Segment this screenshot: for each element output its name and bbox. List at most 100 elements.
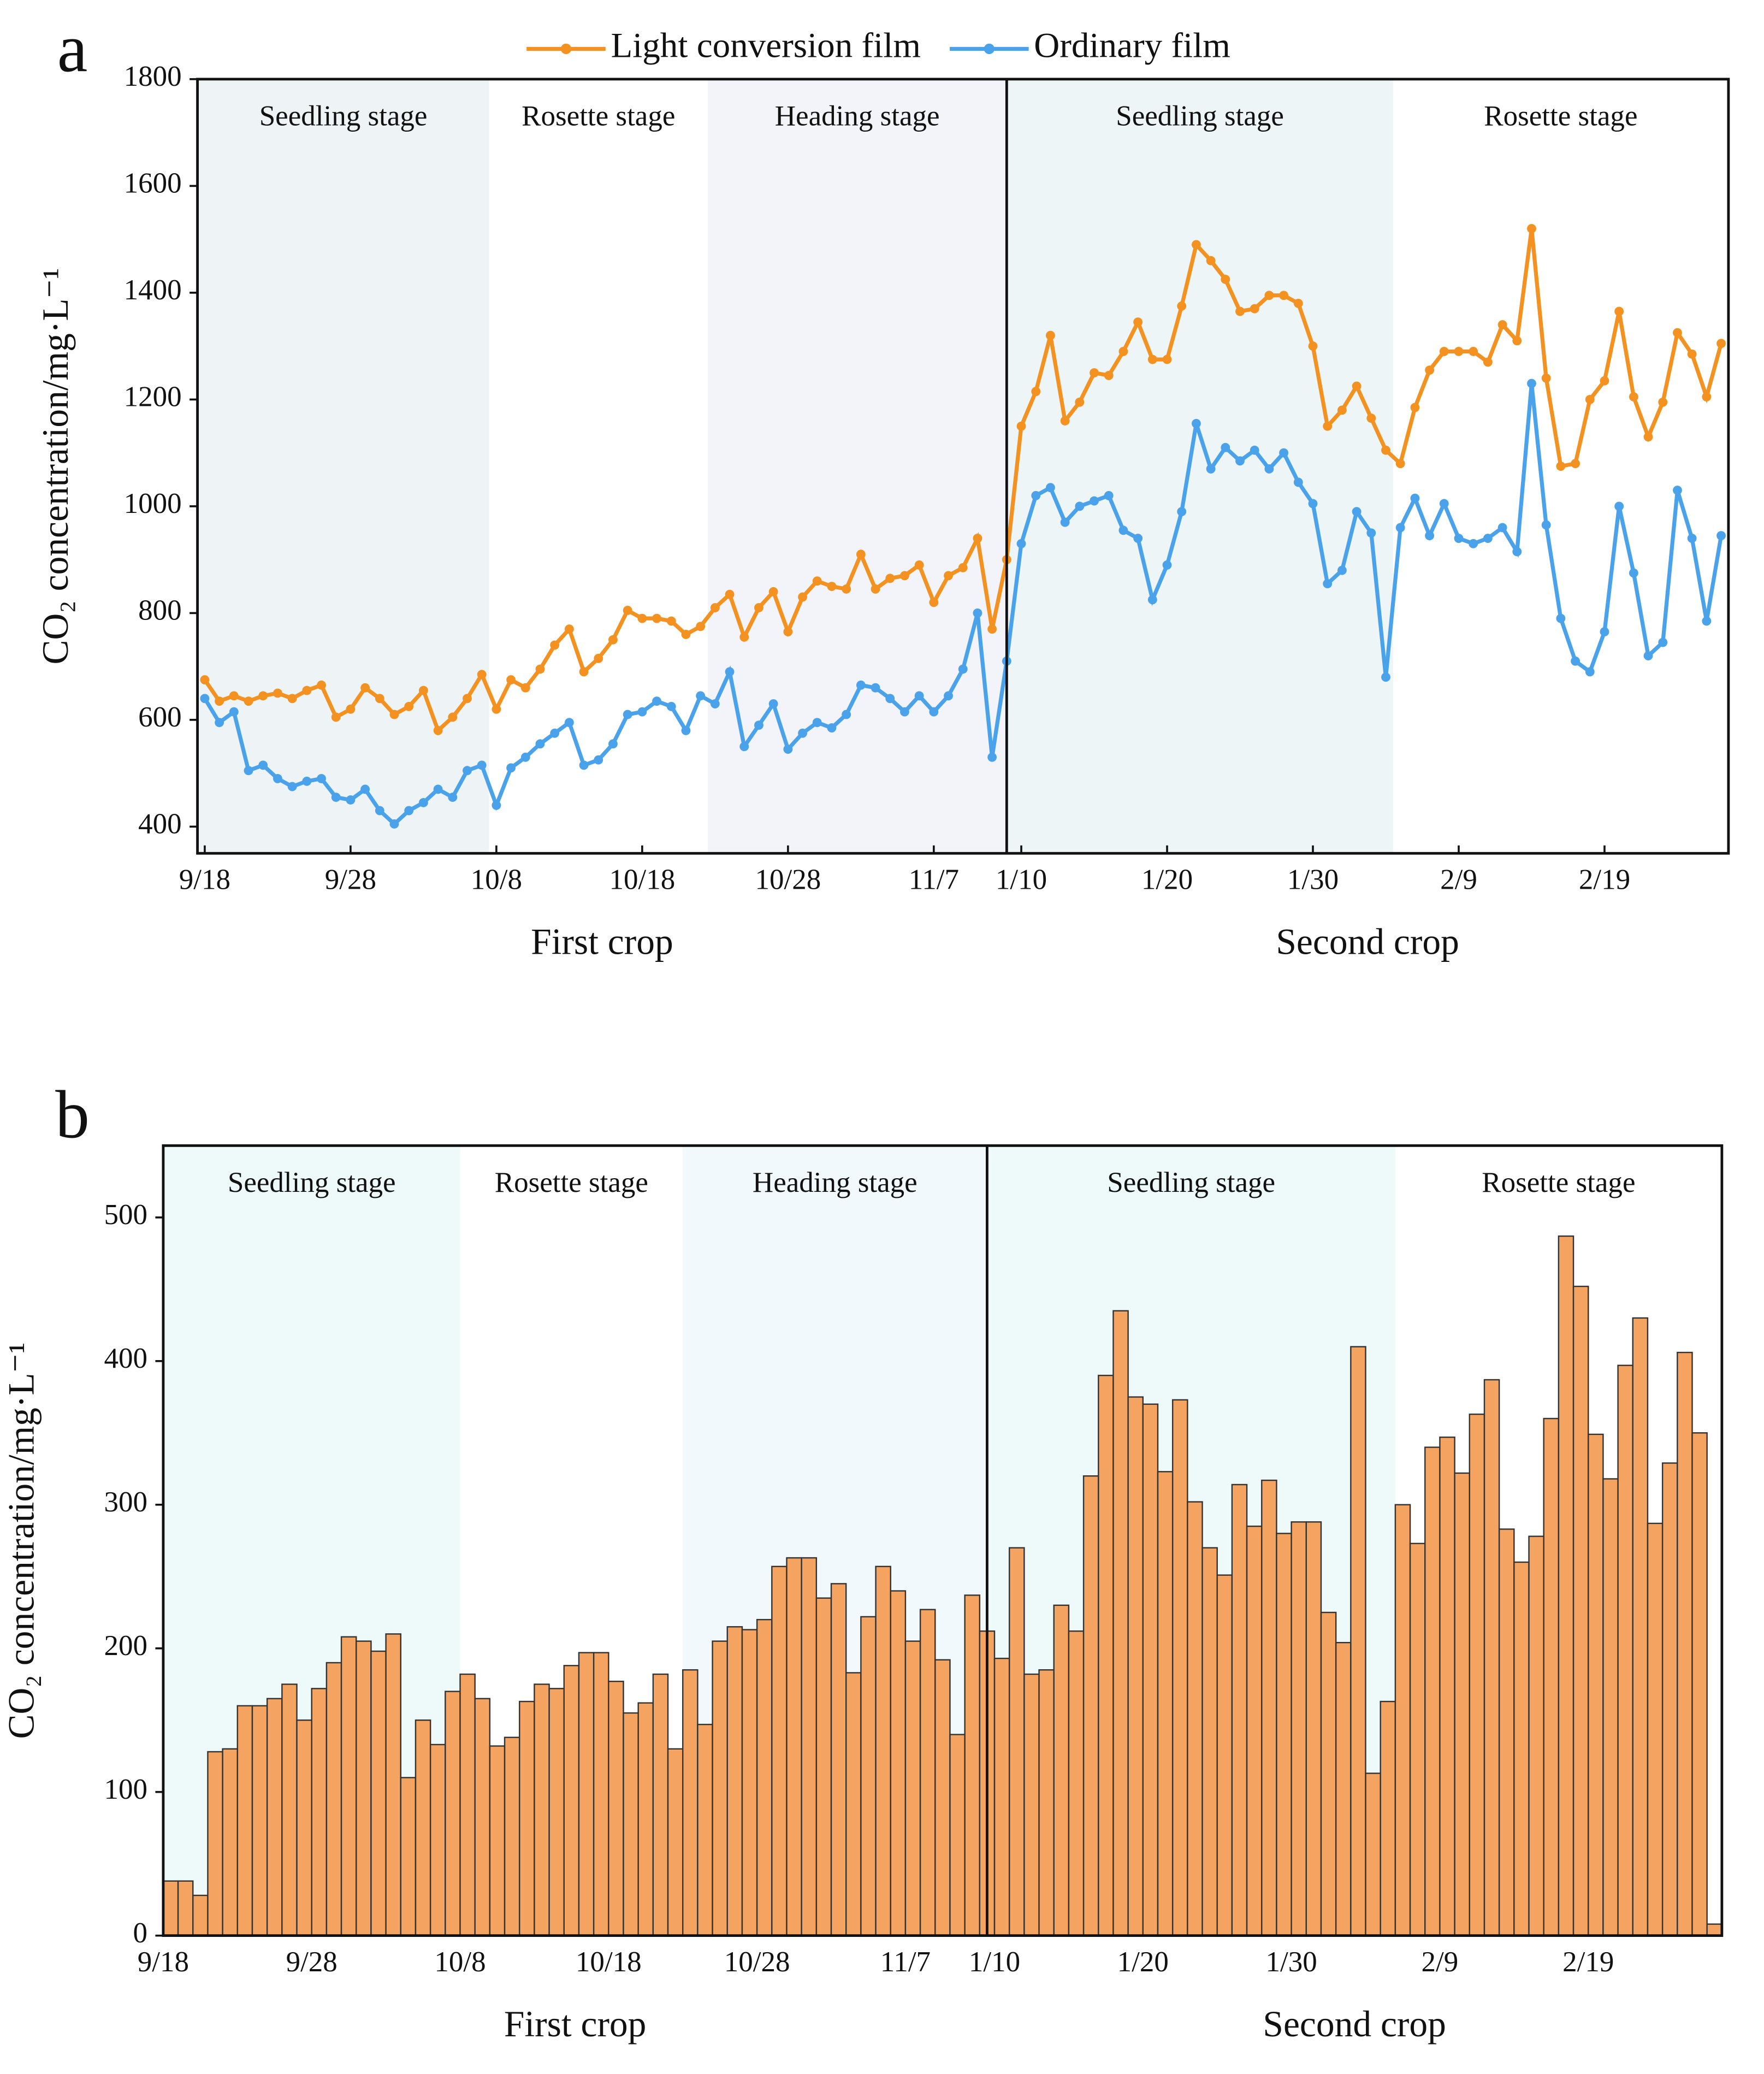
point [550,640,560,650]
point [681,725,691,735]
bar [1661,1462,1678,1936]
point [1585,667,1595,677]
stage-label: Rosette stage [1484,100,1637,132]
point [346,704,356,714]
x-tick-label: 2/19 [1579,864,1630,895]
point [1629,568,1638,578]
point [900,571,909,581]
bar [1602,1478,1619,1936]
point [404,806,414,816]
point [1673,328,1682,338]
point [958,563,968,572]
bar [637,1702,654,1936]
bar [712,1640,728,1936]
bar [445,1691,461,1936]
legend-label: Ordinary film [1034,26,1230,65]
y-tick-label: 300 [104,1486,147,1518]
point [448,712,458,722]
point [535,739,545,749]
point [258,760,268,770]
point [637,707,647,717]
stage-label: Seedling stage [1116,100,1284,132]
bar [786,1557,802,1936]
point [375,694,384,704]
point [1527,379,1536,388]
stage-label: Seedling stage [259,100,428,132]
point [1264,464,1274,474]
point [463,766,472,776]
bar [949,1734,966,1936]
bar [222,1748,239,1936]
point [1556,462,1566,471]
plot-frame [162,1144,1724,1937]
point [1702,616,1712,626]
point [710,603,720,613]
point [1177,507,1187,517]
bar [1305,1521,1322,1936]
y-tick-label: 1600 [124,168,182,199]
point [1454,534,1464,543]
bar [771,1565,788,1936]
bar [1632,1317,1649,1936]
point [1075,501,1085,511]
point [258,691,268,701]
bar [281,1683,298,1936]
bar [1350,1346,1366,1936]
bar [741,1629,758,1936]
bar [1231,1484,1248,1936]
point [317,773,326,783]
point [1366,528,1376,538]
bar [845,1672,862,1936]
point [754,603,763,613]
point [1162,560,1172,570]
point [1337,565,1347,575]
bar [993,1657,1010,1936]
bar [340,1636,357,1936]
y-tick-label: 500 [104,1199,147,1231]
point [1250,445,1259,455]
bar [919,1609,936,1936]
point [1147,354,1157,364]
point [1512,336,1522,346]
bar [697,1723,713,1936]
stage-label: Seedling stage [1107,1167,1275,1198]
bar [667,1748,684,1936]
x-tick-label: 1/20 [1117,1946,1169,1978]
point [739,632,749,642]
bar [815,1597,832,1936]
point [477,760,487,770]
point [506,675,516,684]
x-tick-label: 1/10 [996,864,1047,895]
x-tick-label: 1/10 [969,1946,1020,1978]
point [1497,320,1507,329]
x-group-label: First crop [531,921,673,962]
stage-band [489,79,708,854]
point [1366,413,1376,423]
legend-label: Light conversion film [611,26,921,65]
point [1118,525,1128,535]
point [1060,517,1070,527]
bar [459,1673,476,1936]
point [317,680,326,690]
point [579,760,589,770]
x-tick-label: 9/18 [179,864,230,895]
bar [1454,1472,1470,1936]
point [856,680,866,690]
point [1687,349,1697,359]
bar [1276,1533,1292,1936]
point [608,635,618,645]
bar [1543,1417,1560,1936]
x-tick-label: 10/18 [576,1946,642,1978]
bar [1677,1351,1693,1936]
point [1541,373,1551,383]
panel-label: a [57,10,88,86]
x-tick-label: 11/7 [909,864,959,895]
bar [356,1640,372,1936]
point [929,598,939,607]
point [418,686,428,695]
bar [1187,1501,1203,1936]
point [696,622,706,631]
point [1687,534,1697,543]
